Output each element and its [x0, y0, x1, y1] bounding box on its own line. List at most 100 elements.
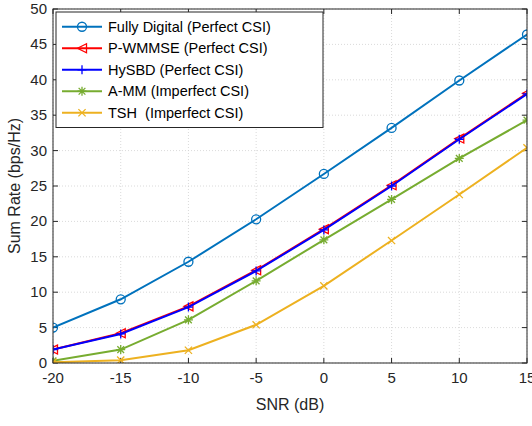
data-point [319, 169, 328, 178]
data-point [53, 359, 57, 363]
data-point [116, 329, 125, 338]
legend-label: HySBD (Perfect CSI) [108, 62, 243, 78]
tick-label: -10 [178, 369, 200, 386]
tick [188, 358, 189, 363]
legend-marker [78, 109, 85, 116]
data-point [184, 303, 193, 312]
data-point [253, 321, 260, 328]
tick [53, 292, 58, 293]
data-point [523, 30, 528, 39]
legend-label: Fully Digital (Perfect CSI) [108, 19, 271, 35]
tick-label: 5 [387, 369, 395, 386]
data-point [53, 323, 58, 332]
data-point [320, 282, 327, 289]
series-line [53, 94, 527, 350]
data-point [523, 144, 527, 151]
tick [522, 79, 527, 80]
chart: -20-15-10-505101505101520253035404550SNR… [0, 0, 532, 426]
tick [522, 44, 527, 45]
tick [391, 358, 392, 363]
data-point [319, 235, 328, 244]
tick [522, 256, 527, 257]
legend-label: P-WMMSE (Perfect CSI) [108, 40, 268, 56]
legend-marker [78, 22, 87, 31]
tick [459, 358, 460, 363]
grid-line [53, 256, 527, 257]
tick [53, 186, 58, 187]
data-point [184, 315, 193, 324]
legend-line [62, 26, 102, 28]
data-point [116, 295, 125, 304]
tick [522, 115, 527, 116]
plot-frame [53, 9, 527, 363]
tick [522, 186, 527, 187]
tick-label: 20 [30, 212, 47, 229]
data-point [387, 195, 396, 204]
tick-label: 35 [30, 106, 47, 123]
plot-area [53, 9, 527, 363]
tick [459, 9, 460, 14]
data-point [252, 215, 261, 224]
data-point [456, 191, 463, 198]
data-point [523, 116, 528, 125]
legend-marker [78, 44, 87, 53]
x-axis-label: SNR (dB) [256, 396, 324, 413]
data-point [252, 276, 261, 285]
tick-label: 0 [39, 354, 47, 371]
tick-label: 5 [39, 319, 47, 336]
data-point [185, 347, 192, 354]
tick [256, 358, 257, 363]
tick [53, 150, 58, 151]
tick-label: 0 [320, 369, 328, 386]
tick-label: 30 [30, 142, 47, 159]
data-point [319, 225, 328, 234]
tick [522, 221, 527, 222]
tick-label: 50 [30, 0, 47, 17]
tick [323, 358, 324, 363]
legend-label: TSH (Imperfect CSI) [108, 105, 243, 121]
grid-line [53, 327, 527, 328]
legend-marker [78, 87, 87, 96]
y-axis-label: Sum Rate (bps/Hz) [6, 118, 23, 254]
data-point [387, 123, 396, 132]
legend-marker [78, 65, 87, 74]
legend-box [56, 12, 323, 128]
data-point [252, 266, 261, 275]
data-point [388, 237, 395, 244]
grid-line [53, 221, 527, 222]
data-point [117, 357, 124, 363]
legend: Fully Digital (Perfect CSI) P-WMMSE (Perf… [56, 12, 323, 128]
tick-label: -20 [42, 369, 64, 386]
grid-line [53, 150, 527, 151]
legend-label: A-MM (Imperfect CSI) [108, 83, 249, 99]
grid-line [53, 186, 527, 187]
tick [522, 327, 527, 328]
data-point [116, 345, 125, 354]
legend-line [62, 47, 102, 49]
tick [53, 221, 58, 222]
data-point [53, 345, 58, 354]
data-point [455, 76, 464, 85]
grid-line [53, 292, 527, 293]
tick-label: -5 [249, 369, 262, 386]
tick-label: 45 [30, 35, 47, 52]
tick [522, 292, 527, 293]
data-point [184, 257, 193, 266]
data-point [455, 154, 464, 163]
tick-label: 15 [30, 248, 47, 265]
tick [323, 9, 324, 14]
data-point [387, 182, 396, 191]
tick [53, 256, 58, 257]
tick-label: 10 [451, 369, 468, 386]
tick-label: 25 [30, 177, 47, 194]
tick [391, 9, 392, 14]
tick-label: -15 [110, 369, 132, 386]
data-point [455, 135, 464, 144]
series-line [53, 93, 527, 349]
tick-label: 10 [30, 283, 47, 300]
data-point [523, 89, 528, 98]
data-point [53, 345, 58, 354]
tick-label: 15 [519, 369, 532, 386]
series-line [53, 148, 527, 363]
series-line [53, 120, 527, 361]
